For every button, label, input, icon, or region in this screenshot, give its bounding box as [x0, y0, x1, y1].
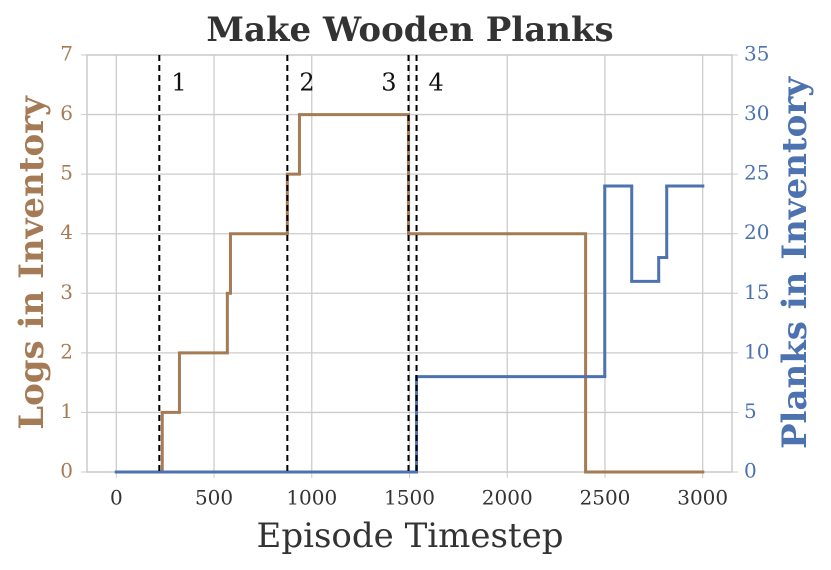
- event-label: 3: [381, 69, 396, 97]
- x-tick-label: 0: [110, 486, 123, 510]
- y-tick-label: 0: [60, 459, 73, 483]
- x-tick-label: 2500: [580, 486, 631, 510]
- y-tick-label: 3: [60, 280, 73, 304]
- x-tick-label: 2000: [482, 486, 533, 510]
- event-label: 4: [429, 69, 444, 97]
- x-tick-label: 500: [195, 486, 233, 510]
- x-axis-label: Episode Timestep: [257, 516, 564, 556]
- x-tick-label: 1500: [384, 486, 435, 510]
- y2-tick-label: 30: [744, 101, 769, 125]
- y-tick-label: 5: [60, 161, 73, 185]
- x-tick-label: 3000: [677, 486, 728, 510]
- y2-axis-label: Planks in Inventory: [775, 76, 815, 449]
- y2-tick-label: 15: [744, 280, 769, 304]
- event-label: 1: [171, 69, 186, 97]
- y2-tick-label: 5: [744, 399, 757, 423]
- y2-tick-label: 10: [744, 339, 769, 363]
- chart-title: Make Wooden Planks: [206, 10, 613, 50]
- y-tick-label: 1: [60, 399, 73, 423]
- x-tick-label: 1000: [286, 486, 337, 510]
- y-tick-label: 7: [60, 42, 73, 66]
- y2-tick-label: 25: [744, 161, 769, 185]
- y-tick-label: 2: [60, 339, 73, 363]
- event-label: 2: [299, 69, 314, 97]
- y2-tick-label: 0: [744, 459, 757, 483]
- y2-tick-label: 20: [744, 220, 769, 244]
- y-tick-label: 4: [60, 220, 73, 244]
- y-tick-label: 6: [60, 101, 73, 125]
- y2-tick-label: 35: [744, 42, 769, 66]
- y-axis-label: Logs in Inventory: [12, 95, 52, 430]
